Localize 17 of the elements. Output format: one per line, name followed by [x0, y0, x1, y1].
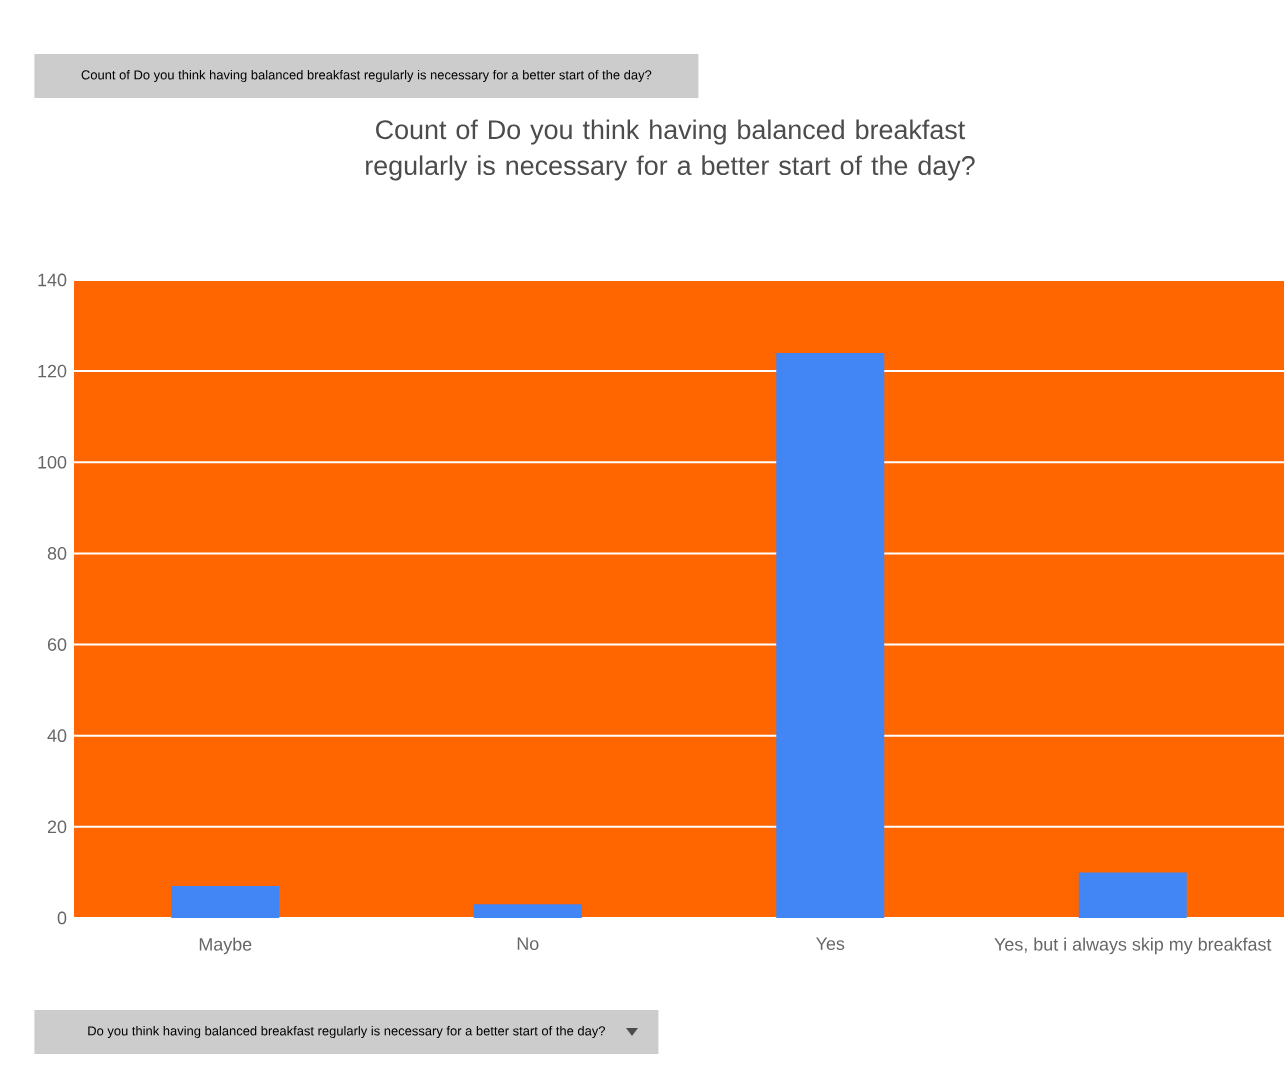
y-tick-label: 140: [38, 273, 67, 287]
x-tick-label: No: [517, 937, 539, 951]
y-tick-label: 20: [47, 820, 67, 834]
y-tick-label: 0: [57, 911, 67, 925]
y-tick-label: 80: [47, 547, 67, 560]
x-tick-label: Yes, but i always skip my breakfast: [994, 937, 1272, 955]
y-tick-label: 60: [47, 638, 67, 651]
bar: [473, 904, 582, 918]
y-tick-label: 40: [47, 729, 67, 743]
y-tick-label: 100: [38, 455, 67, 469]
x-tick-label: Yes: [816, 937, 845, 951]
bar: [1078, 872, 1187, 918]
bar: [171, 886, 280, 918]
bar: [776, 352, 885, 918]
chart-title: Count of Do you think having balanced breakfast regularly is necessary for a better start of the day?: [366, 119, 975, 181]
y-tick-label: 120: [38, 364, 67, 378]
x-tick-label: Maybe: [199, 937, 252, 955]
